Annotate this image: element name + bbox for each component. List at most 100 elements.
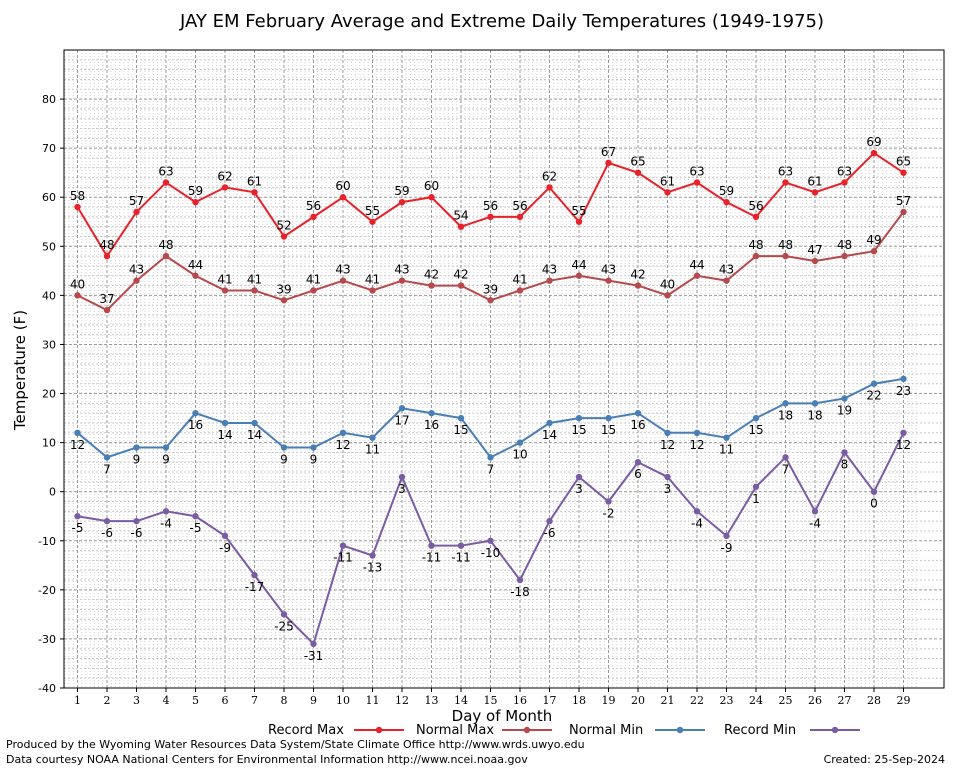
- data-label: -2: [603, 507, 615, 521]
- data-point: [457, 282, 465, 289]
- data-point: [133, 277, 140, 284]
- data-point: [693, 508, 701, 515]
- data-point: [811, 257, 819, 265]
- data-point: [841, 395, 848, 402]
- data-point: [192, 513, 199, 520]
- y-tick-label: 20: [42, 388, 56, 401]
- x-tick-label: 6: [222, 694, 229, 707]
- data-point: [634, 169, 642, 176]
- data-label: -6: [131, 526, 143, 540]
- data-point: [310, 287, 317, 294]
- data-label: 61: [807, 174, 822, 188]
- data-point: [634, 459, 642, 466]
- legend-swatch-marker: [523, 726, 531, 734]
- data-label: 40: [660, 277, 675, 291]
- data-label: -5: [72, 521, 84, 535]
- x-tick-label: 16: [513, 694, 527, 707]
- data-point: [369, 287, 376, 294]
- x-tick-label: 26: [808, 694, 822, 707]
- data-label: 3: [398, 482, 406, 496]
- data-label: 12: [689, 438, 704, 452]
- data-point: [369, 218, 376, 225]
- data-point: [723, 277, 730, 284]
- data-label: -11: [451, 551, 471, 565]
- data-point: [664, 292, 671, 299]
- data-label: -4: [809, 516, 821, 530]
- x-tick-label: 20: [631, 694, 645, 707]
- data-point: [192, 198, 199, 206]
- data-point: [428, 282, 435, 289]
- data-label: 9: [133, 453, 141, 467]
- data-label: 48: [837, 238, 852, 252]
- data-point: [546, 419, 553, 427]
- data-point: [162, 179, 170, 186]
- data-point: [162, 444, 170, 451]
- data-label: 63: [689, 165, 704, 179]
- legend-label: Record Min: [724, 723, 796, 738]
- x-tick-label: 4: [163, 694, 170, 707]
- data-point: [339, 542, 347, 549]
- data-label: 15: [571, 423, 586, 437]
- data-point: [664, 473, 671, 481]
- data-label: 41: [512, 272, 527, 286]
- data-point: [516, 576, 524, 584]
- x-tick-label: 27: [838, 694, 852, 707]
- data-label: -10: [481, 546, 501, 560]
- footer-data-source: Data courtesy NOAA National Centers for …: [6, 753, 528, 766]
- x-tick-label: 29: [897, 694, 911, 707]
- x-tick-label: 1: [74, 694, 81, 707]
- data-point: [664, 429, 671, 436]
- data-point: [575, 414, 583, 422]
- data-point: [310, 444, 317, 451]
- data-point: [339, 429, 347, 436]
- data-point: [516, 439, 524, 446]
- data-point: [841, 449, 848, 456]
- data-label: 44: [188, 258, 203, 272]
- data-label: 0: [870, 497, 878, 511]
- data-point: [280, 297, 288, 304]
- data-point: [723, 532, 730, 540]
- data-label: 62: [217, 169, 232, 183]
- data-point: [251, 189, 258, 196]
- data-point: [811, 189, 819, 196]
- x-tick-label: 8: [281, 694, 288, 707]
- data-point: [841, 252, 848, 260]
- data-label: 57: [896, 194, 911, 208]
- data-point: [398, 473, 406, 481]
- data-point: [221, 532, 229, 540]
- data-point: [457, 414, 465, 422]
- y-tick-label: -20: [38, 584, 56, 597]
- data-point: [339, 194, 347, 201]
- data-label: 16: [188, 418, 203, 432]
- x-tick-label: 22: [690, 694, 704, 707]
- data-point: [310, 213, 317, 221]
- data-label: -13: [363, 560, 383, 574]
- data-point: [133, 208, 140, 216]
- data-label: 52: [276, 218, 291, 232]
- x-tick-label: 11: [366, 694, 380, 707]
- data-label: 23: [896, 384, 911, 398]
- legend-label: Normal Min: [569, 723, 643, 738]
- data-label: 17: [394, 413, 409, 427]
- footer-created: Created: 25-Sep-2024: [824, 753, 945, 766]
- data-label: 42: [424, 268, 439, 282]
- data-label: 48: [778, 238, 793, 252]
- data-label: 61: [247, 174, 262, 188]
- data-label: -18: [510, 585, 530, 599]
- data-point: [103, 252, 111, 260]
- data-point: [900, 375, 907, 383]
- x-tick-label: 15: [484, 694, 498, 707]
- data-label: 8: [841, 457, 849, 471]
- data-label: 56: [748, 199, 763, 213]
- data-point: [900, 429, 907, 436]
- y-tick-label: -30: [38, 633, 56, 646]
- data-label: 40: [70, 277, 85, 291]
- x-axis-title: Day of Month: [452, 707, 553, 725]
- y-tick-label: 80: [42, 93, 56, 106]
- data-label: 48: [99, 238, 114, 252]
- data-label: 59: [719, 184, 734, 198]
- data-label: 63: [158, 165, 173, 179]
- x-tick-label: 17: [543, 694, 557, 707]
- data-point: [870, 488, 878, 495]
- x-tick-label: 5: [192, 694, 199, 707]
